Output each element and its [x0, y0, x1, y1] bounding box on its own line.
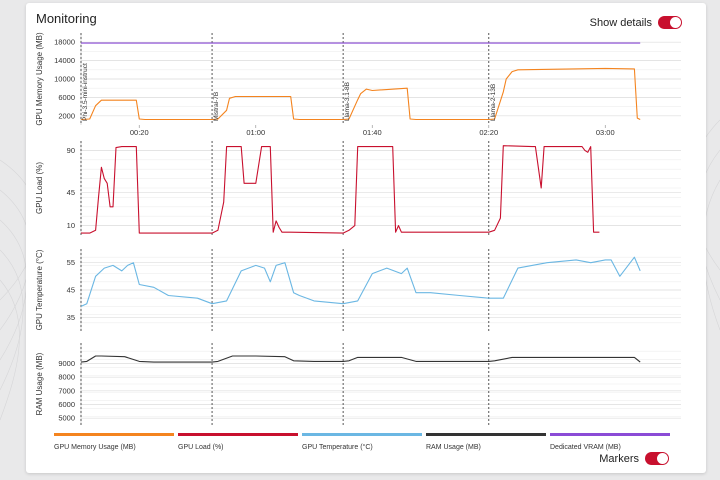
- markers-control: Markers: [599, 452, 669, 465]
- legend-swatch-gpu-load: [178, 433, 298, 436]
- legend: GPU Memory Usage (MB) GPU Load (%) GPU T…: [54, 433, 674, 453]
- show-details-toggle[interactable]: [658, 16, 682, 29]
- y-tick-label: 18000: [54, 38, 75, 47]
- y-tick-label: 45: [67, 286, 75, 295]
- y-axis-title: RAM Usage (MB): [35, 352, 44, 415]
- y-tick-label: 8000: [58, 373, 75, 382]
- legend-label: GPU Memory Usage (MB): [54, 444, 136, 451]
- y-tick-label: 90: [67, 146, 75, 155]
- x-tick-label: 01:40: [363, 128, 382, 137]
- legend-dedicated-vram: Dedicated VRAM (MB): [550, 433, 670, 451]
- series-line: [81, 145, 600, 234]
- toggle-knob: [670, 17, 681, 28]
- legend-gpu-load: GPU Load (%): [178, 433, 298, 451]
- y-tick-label: 45: [67, 188, 75, 197]
- monitoring-panel: Monitoring Show details 2000 6000 10000 140…: [26, 3, 706, 473]
- toggle-knob: [657, 453, 668, 464]
- legend-swatch-ram: [426, 433, 546, 436]
- y-tick-label: 55: [67, 258, 75, 267]
- legend-label: Dedicated VRAM (MB): [550, 444, 621, 451]
- legend-gpu-memory: GPU Memory Usage (MB): [54, 433, 174, 451]
- x-tick-label: 01:00: [246, 128, 265, 137]
- marker-label: Mistral-7B: [213, 92, 220, 121]
- panel-title: Monitoring: [36, 11, 97, 26]
- y-tick-label: 14000: [54, 56, 75, 65]
- legend-label: GPU Load (%): [178, 444, 224, 451]
- marker-label: Phi-3.5-mini-instruct: [82, 63, 89, 121]
- y-tick-label: 10: [67, 221, 75, 230]
- y-tick-label: 10000: [54, 75, 75, 84]
- y-axis-title: GPU Memory Usage (MB): [35, 32, 44, 126]
- show-details-control: Show details: [590, 16, 682, 29]
- legend-gpu-temp: GPU Temperature (°C): [302, 433, 422, 451]
- legend-ram: RAM Usage (MB): [426, 433, 546, 451]
- x-tick-label: 00:20: [130, 128, 149, 137]
- markers-toggle[interactable]: [645, 452, 669, 465]
- y-tick-label: 35: [67, 313, 75, 322]
- y-tick-label: 7000: [58, 386, 75, 395]
- y-axis-title: GPU Load (%): [35, 162, 44, 214]
- y-tick-label: 5000: [58, 414, 75, 423]
- legend-label: RAM Usage (MB): [426, 444, 481, 451]
- x-tick-label: 03:00: [596, 128, 615, 137]
- marker-label: Llama-2-13B: [490, 84, 497, 121]
- y-tick-label: 6000: [58, 400, 75, 409]
- y-tick-label: 9000: [58, 359, 75, 368]
- legend-swatch-gpu-temp: [302, 433, 422, 436]
- series-line: [80, 256, 641, 307]
- series-line: [80, 67, 641, 121]
- show-details-label: Show details: [589, 16, 652, 29]
- marker-label: Llama-3.1-8B: [344, 82, 351, 121]
- x-tick-label: 02:20: [479, 128, 498, 137]
- legend-swatch-gpu-memory: [54, 433, 174, 436]
- monitoring-charts: 2000 6000 10000 14000 18000 GPU Memory Usage …: [35, 32, 681, 425]
- legend-label: GPU Temperature (°C): [302, 444, 373, 451]
- markers-label: Markers: [599, 452, 639, 465]
- legend-swatch-dedicated-vram: [550, 433, 670, 436]
- series-line: [80, 355, 641, 363]
- y-tick-label: 2000: [58, 111, 75, 120]
- y-axis-title: GPU Temperature (°C): [35, 249, 44, 330]
- y-tick-label: 6000: [58, 93, 75, 102]
